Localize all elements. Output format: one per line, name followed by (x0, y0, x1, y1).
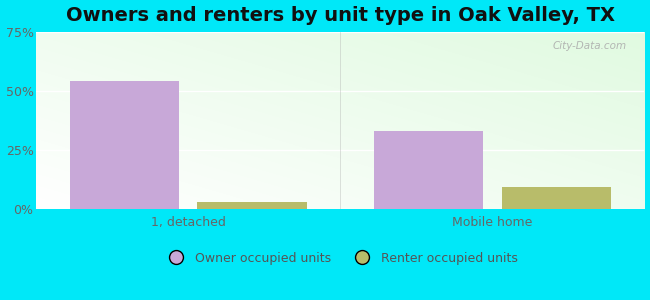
Bar (502, 188, 611, 208)
Text: City-Data.com: City-Data.com (552, 40, 626, 50)
Title: Owners and renters by unit type in Oak Valley, TX: Owners and renters by unit type in Oak V… (66, 6, 615, 25)
Legend: Owner occupied units, Renter occupied units: Owner occupied units, Renter occupied un… (158, 247, 523, 270)
Bar (70, 81, 179, 208)
Bar (374, 131, 484, 208)
Bar (198, 202, 307, 208)
